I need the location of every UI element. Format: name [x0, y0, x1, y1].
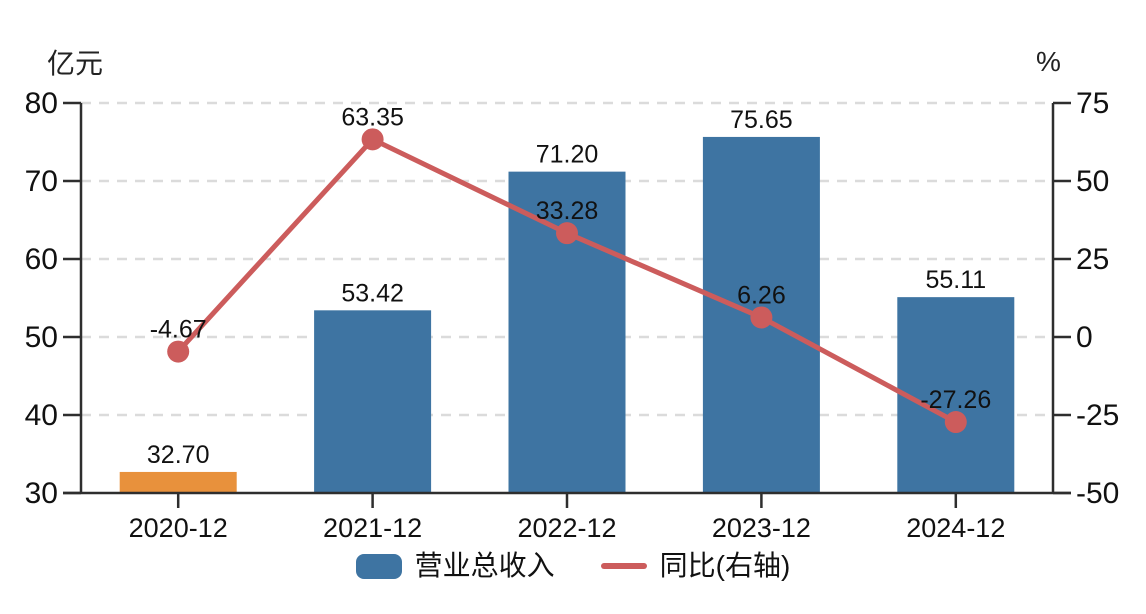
left-axis-unit: 亿元 [47, 48, 104, 79]
line-point-2023-12[interactable] [750, 306, 773, 329]
left-tick-label: 70 [25, 165, 58, 198]
x-axis-label: 2020-12 [129, 513, 228, 543]
line-value-label: 63.35 [341, 103, 404, 131]
line-point-2022-12[interactable] [556, 222, 578, 245]
left-tick-label: 80 [25, 87, 58, 120]
left-tick-label: 30 [25, 477, 58, 510]
legend-item-yoy[interactable]: 同比(右轴) [600, 550, 791, 581]
bar-swatch-icon [355, 553, 402, 579]
bar-2020-12[interactable] [119, 471, 237, 493]
line-value-label: 33.28 [536, 197, 599, 225]
x-axis-label: 2023-12 [712, 513, 811, 543]
bar-value-label: 32.70 [147, 441, 210, 469]
bar-2021-12[interactable] [314, 310, 432, 493]
right-tick-label: 25 [1076, 243, 1109, 276]
bar-value-label: 55.11 [925, 266, 986, 294]
x-axis-label: 2021-12 [323, 513, 422, 543]
line-value-label: 6.26 [737, 281, 786, 309]
bar-value-label: 53.42 [341, 279, 404, 307]
line-value-label: -27.26 [920, 386, 991, 414]
x-axis-label: 2022-12 [517, 513, 616, 543]
right-tick-label: 50 [1076, 165, 1109, 198]
line-point-2021-12[interactable] [361, 128, 384, 151]
legend-label-yoy: 同比(右轴) [659, 550, 791, 581]
right-tick-label: 0 [1076, 321, 1093, 354]
left-tick-label: 40 [25, 399, 58, 432]
left-tick-label: 50 [25, 321, 58, 354]
legend-label-revenue: 营业总收入 [414, 550, 555, 581]
line-value-label: -4.67 [150, 316, 207, 344]
line-swatch-icon [600, 563, 647, 569]
right-axis-unit: % [1036, 46, 1061, 77]
bar-value-label: 75.65 [730, 106, 793, 134]
right-tick-label: 75 [1076, 87, 1109, 120]
line-point-2020-12[interactable] [167, 340, 190, 363]
right-tick-label: -25 [1076, 399, 1119, 432]
bar-2024-12[interactable] [897, 297, 1015, 493]
x-axis-label: 2024-12 [906, 513, 1005, 543]
left-tick-label: 60 [25, 243, 58, 276]
line-point-2024-12[interactable] [944, 411, 967, 434]
legend: 营业总收入 同比(右轴) [0, 552, 1146, 580]
right-tick-label: -50 [1076, 477, 1119, 510]
legend-item-revenue[interactable]: 营业总收入 [355, 550, 555, 581]
bar-value-label: 71.20 [536, 141, 599, 169]
